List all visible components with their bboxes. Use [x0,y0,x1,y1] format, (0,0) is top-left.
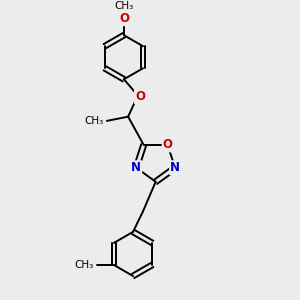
Text: CH₃: CH₃ [84,116,104,126]
Text: O: O [163,138,172,152]
Text: CH₃: CH₃ [74,260,94,270]
Text: O: O [119,12,129,25]
Text: N: N [170,161,180,174]
Text: N: N [131,161,141,174]
Text: O: O [135,90,145,103]
Text: CH₃: CH₃ [114,1,134,11]
